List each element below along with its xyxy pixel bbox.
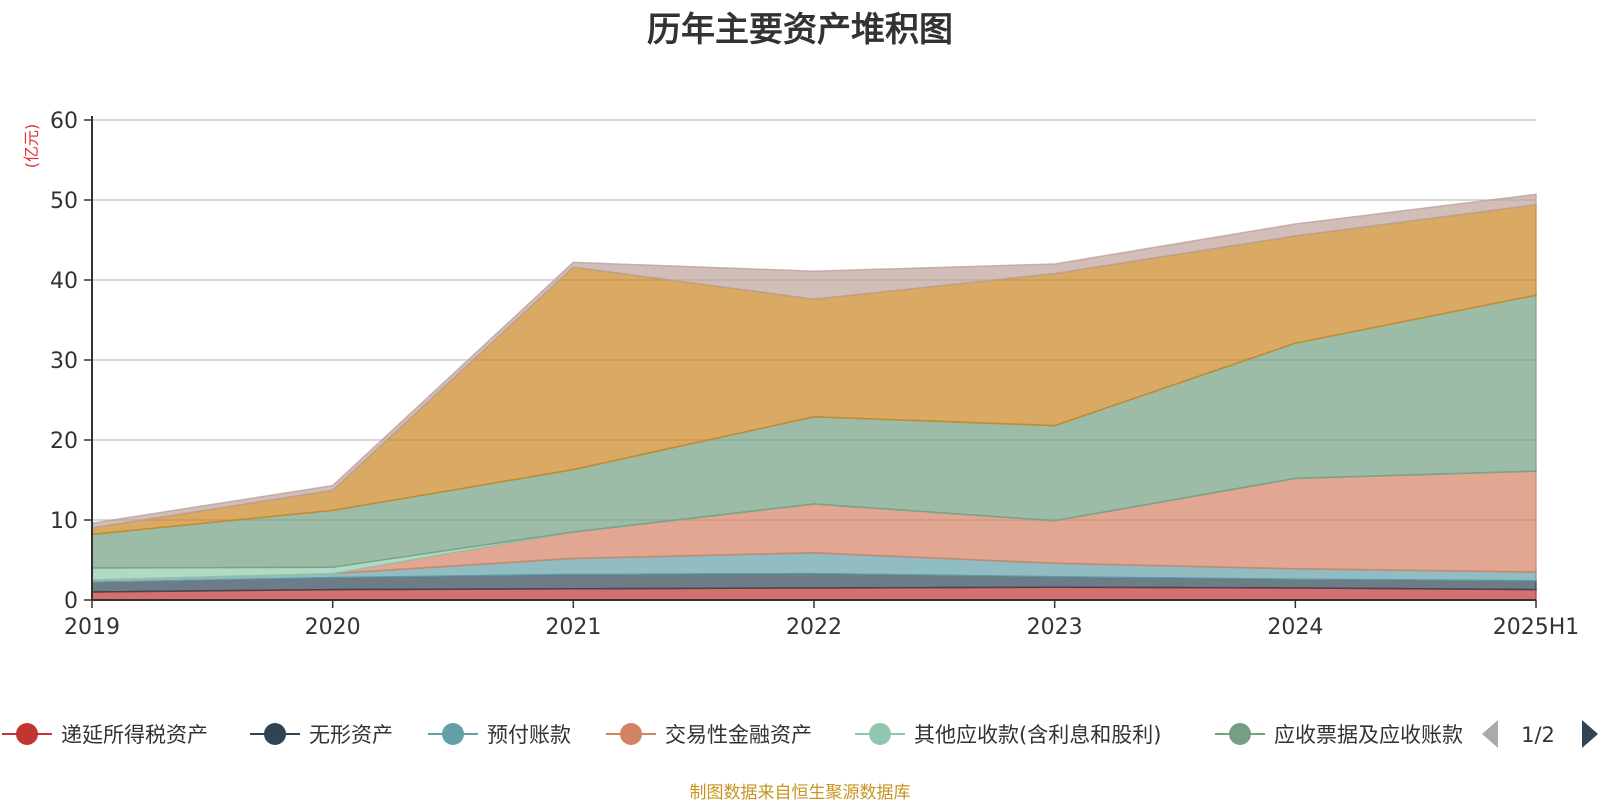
legend-label: 递延所得税资产 [61, 723, 208, 747]
area-series [91, 193, 1537, 529]
y-tick-label: 50 [50, 189, 78, 214]
legend-label: 无形资产 [309, 723, 393, 747]
legend-next-icon[interactable] [1582, 720, 1598, 748]
legend-marker [620, 723, 642, 745]
y-unit-label: (亿元) [22, 124, 41, 169]
y-tick-label: 30 [50, 349, 78, 374]
y-tick-label: 20 [50, 429, 78, 454]
x-tick-label: 2021 [545, 615, 601, 640]
x-tick-label: 2022 [786, 615, 842, 640]
legend-label: 其他应收款(含利息和股利) [914, 723, 1161, 747]
legend-marker [264, 723, 286, 745]
legend-marker [442, 723, 464, 745]
x-tick-label: 2023 [1027, 615, 1083, 640]
legend-page-indicator: 1/2 [1521, 723, 1555, 747]
x-tick-label: 2020 [305, 615, 361, 640]
legend: 递延所得税资产 无形资产 预付账款 交易性金融资产 其他应收款(含利息和股利) 应收票据及… [2, 720, 1598, 748]
legend-label: 预付账款 [487, 723, 571, 747]
y-tick-label: 60 [50, 109, 78, 134]
y-tick-label: 0 [64, 589, 78, 614]
y-tick-label: 40 [50, 269, 78, 294]
legend-label: 应收票据及应收账款 [1274, 723, 1463, 747]
x-tick-label: 2025H1 [1493, 615, 1580, 640]
legend-label: 交易性金融资产 [665, 723, 812, 747]
stacked-areas [91, 193, 1537, 601]
axes: 0 10 20 30 40 50 60 2019 2020 2021 2022 2023 2024 202… [22, 109, 1579, 640]
x-tick-label: 2019 [64, 615, 120, 640]
y-tick-label: 10 [50, 509, 78, 534]
legend-marker [869, 723, 891, 745]
source-note: 制图数据来自恒生聚源数据库 [689, 783, 911, 803]
x-tick-label: 2024 [1267, 615, 1323, 640]
legend-marker [1229, 723, 1251, 745]
chart-title: 历年主要资产堆积图 [647, 10, 953, 50]
legend-prev-icon[interactable] [1482, 720, 1498, 748]
legend-marker [16, 723, 38, 745]
